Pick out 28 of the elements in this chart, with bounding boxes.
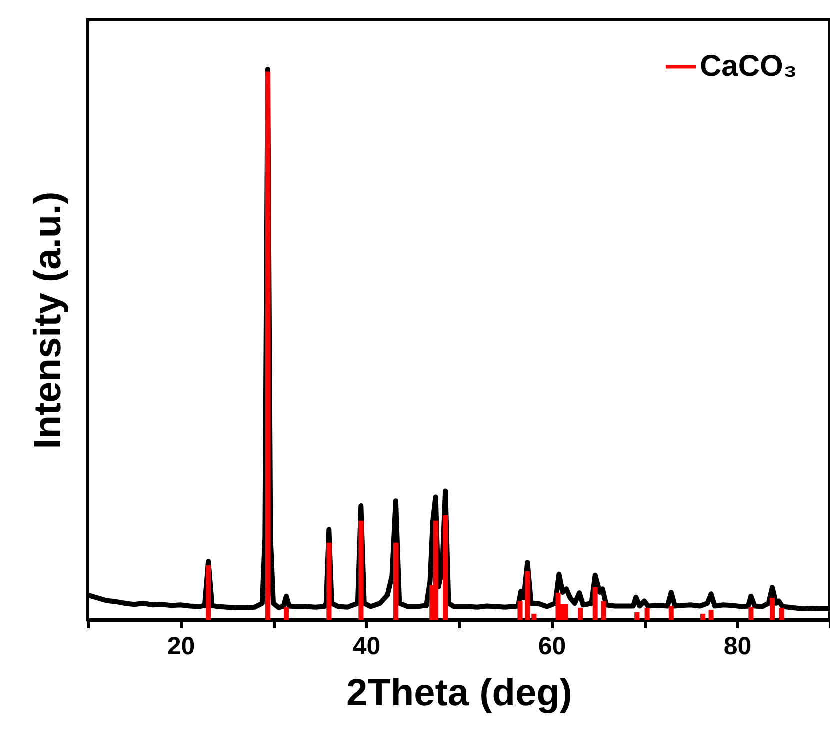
bar bbox=[578, 608, 584, 620]
bar bbox=[770, 598, 775, 620]
y-axis-title: Intensity (a.u.) bbox=[28, 192, 70, 450]
bar bbox=[634, 612, 640, 620]
bar bbox=[326, 542, 332, 620]
bar bbox=[668, 606, 674, 620]
bar bbox=[206, 566, 212, 620]
bar bbox=[265, 72, 270, 620]
bar bbox=[700, 614, 706, 620]
bar bbox=[433, 520, 438, 620]
bar bbox=[644, 608, 650, 620]
bar bbox=[708, 610, 714, 620]
x-tick-label: 60 bbox=[538, 632, 566, 660]
legend-label: CaCO₃ bbox=[700, 50, 798, 83]
bar bbox=[748, 607, 754, 620]
bar bbox=[592, 588, 598, 620]
x-axis-title: 2Theta (deg) bbox=[346, 672, 572, 714]
bar bbox=[358, 520, 364, 620]
x-tick-label: 20 bbox=[167, 632, 196, 660]
bar bbox=[518, 601, 523, 620]
bar bbox=[563, 604, 568, 620]
bar bbox=[393, 542, 398, 620]
bar bbox=[601, 601, 606, 620]
bar bbox=[443, 515, 448, 620]
bar bbox=[779, 608, 784, 620]
bar bbox=[284, 607, 289, 620]
x-tick-label: 40 bbox=[352, 632, 381, 660]
x-tick-label: 80 bbox=[724, 632, 752, 660]
